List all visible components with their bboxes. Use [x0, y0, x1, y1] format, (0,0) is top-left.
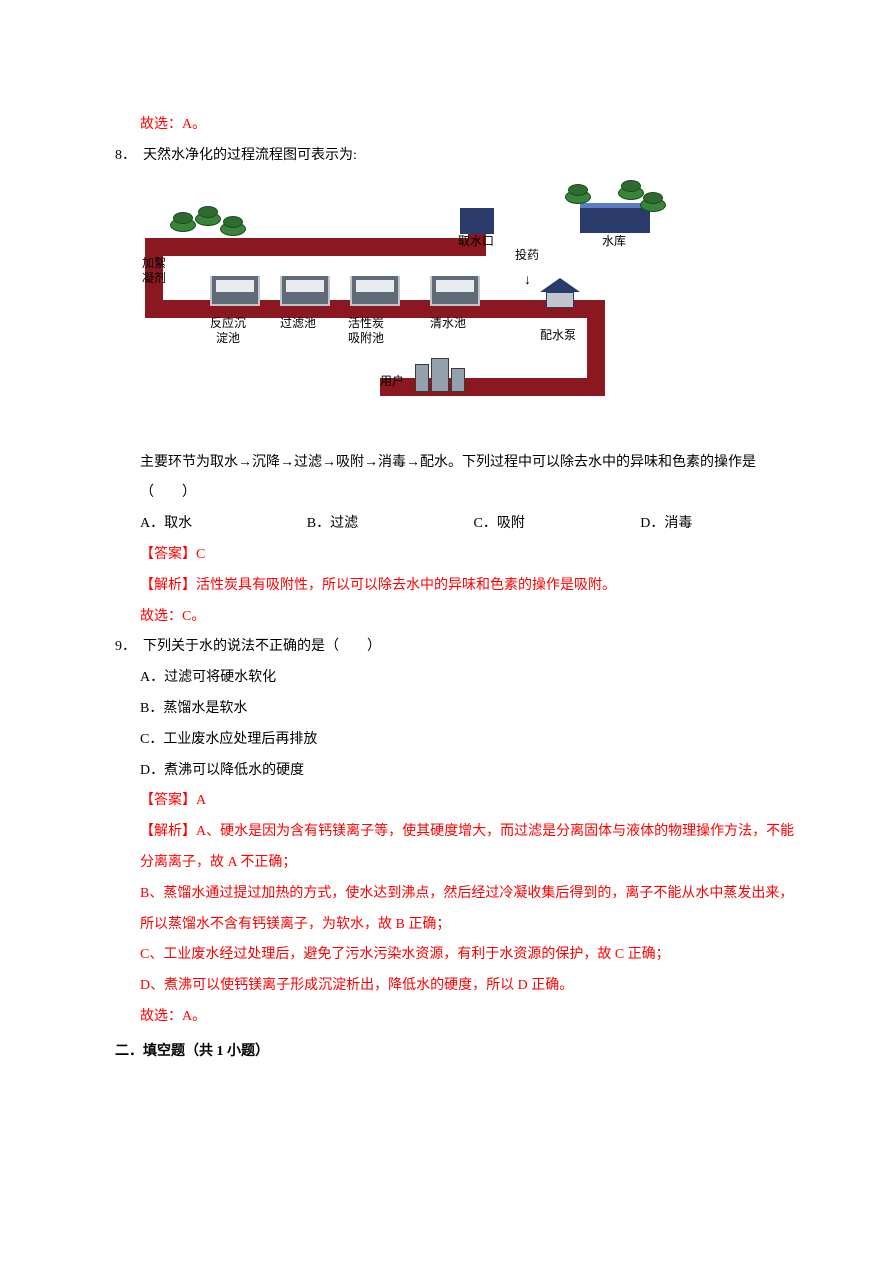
tank-clearwater [430, 276, 480, 306]
label-user: 用户 [380, 374, 404, 390]
pipe-seg [380, 378, 605, 396]
q8-stem-line: 8．天然水净化的过程流程图可表示为: [85, 141, 797, 172]
q9-answer: 【答案】A [85, 786, 797, 817]
tank-sediment [210, 276, 260, 306]
q8-opt-a: A．取水 [140, 509, 297, 540]
prev-conclusion: 故选：A。 [85, 110, 797, 141]
q9-conclusion: 故选：A。 [85, 1002, 797, 1033]
intake-node [460, 208, 494, 234]
tree-icon [565, 190, 591, 210]
label-filter: 过滤池 [280, 316, 316, 332]
label-intake: 取水口 [458, 234, 494, 250]
q9-explain-c: C、工业废水经过处理后，避免了污水污染水资源，有利于水资源的保护，故 C 正确； [85, 940, 797, 971]
node-user [415, 358, 465, 392]
q9-number: 9． [115, 632, 143, 663]
q8-flowchart: 水库 取水口 投药 ↓ 加絮 凝剂 反应沉 淀池 过滤池 活性炭 吸附池 [140, 178, 660, 438]
label-sediment: 反应沉 淀池 [210, 316, 246, 347]
q9-opt-a: A．过滤可将硬水软化 [85, 663, 797, 694]
tree-icon [618, 186, 644, 206]
q8-opt-d: D．消毒 [640, 509, 797, 540]
tree-icon [170, 218, 196, 238]
q9-opt-b: B．蒸馏水是软水 [85, 694, 797, 725]
label-reservoir: 水库 [602, 234, 626, 250]
q8-post-text: 主要环节为取水→沉降→过滤→吸附→消毒→配水。下列过程中可以除去水中的异味和色素… [85, 448, 797, 510]
q8-explain: 【解析】活性炭具有吸附性，所以可以除去水中的异味和色素的操作是吸附。 [85, 571, 797, 602]
q9-explain-a: 【解析】A、硬水是因为含有钙镁离子等，使其硬度增大，而过滤是分离固体与液体的物理… [85, 817, 797, 879]
pipe-seg [145, 238, 485, 256]
section-2-title: 二．填空题（共 1 小题） [85, 1037, 797, 1068]
q8-options: A．取水 B．过滤 C．吸附 D．消毒 [85, 509, 797, 540]
q8-figure-wrap: 水库 取水口 投药 ↓ 加絮 凝剂 反应沉 淀池 过滤池 活性炭 吸附池 [85, 178, 797, 438]
q9-opt-c: C．工业废水应处理后再排放 [85, 725, 797, 756]
label-dosing: 投药 [515, 248, 539, 264]
q9-explain-d: D、煮沸可以使钙镁离子形成沉淀析出，降低水的硬度，所以 D 正确。 [85, 971, 797, 1002]
q9-stem: 下列关于水的说法不正确的是（ ） [143, 639, 381, 654]
tank-filter [280, 276, 330, 306]
tank-carbon [350, 276, 400, 306]
q8-answer: 【答案】C [85, 540, 797, 571]
q8-conclusion: 故选：C。 [85, 602, 797, 633]
q8-opt-c: C．吸附 [474, 509, 631, 540]
label-carbon: 活性炭 吸附池 [348, 316, 384, 347]
node-pump [540, 278, 580, 306]
label-clearwater: 清水池 [430, 316, 466, 332]
q8: 8．天然水净化的过程流程图可表示为: 水库 取水口 [85, 141, 797, 633]
label-flocculant: 加絮 凝剂 [142, 256, 166, 287]
q9-explain-b: B、蒸馏水通过提过加热的方式，使水达到沸点，然后经过冷凝收集后得到的，离子不能从… [85, 879, 797, 941]
q9-opt-d: D．煮沸可以降低水的硬度 [85, 756, 797, 787]
q8-stem: 天然水净化的过程流程图可表示为: [143, 148, 357, 163]
q9: 9．下列关于水的说法不正确的是（ ） A．过滤可将硬水软化 B．蒸馏水是软水 C… [85, 632, 797, 1032]
tree-icon [195, 212, 221, 232]
q8-opt-b: B．过滤 [307, 509, 464, 540]
q8-number: 8． [115, 141, 143, 172]
label-pump: 配水泵 [540, 328, 576, 344]
q9-stem-line: 9．下列关于水的说法不正确的是（ ） [85, 632, 797, 663]
tree-icon [220, 222, 246, 242]
arrow-icon: ↓ [524, 266, 531, 297]
